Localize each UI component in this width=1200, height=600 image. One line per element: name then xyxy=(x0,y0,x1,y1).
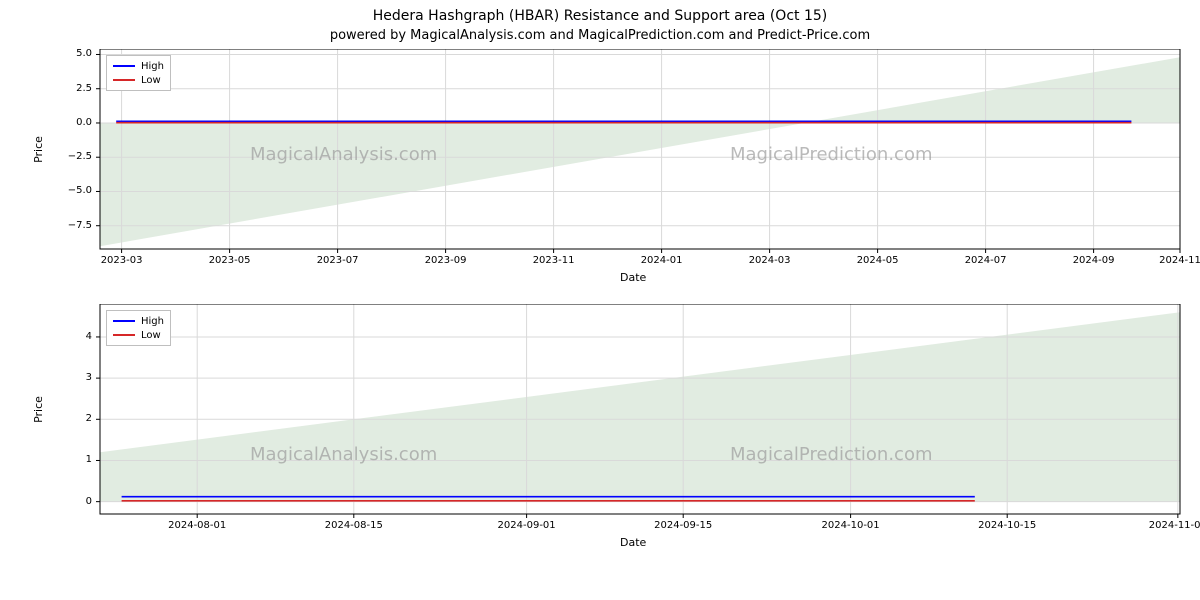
ytick-label: 5.0 xyxy=(52,48,92,59)
xtick-label: 2023-07 xyxy=(317,255,359,266)
legend-item-low: Low xyxy=(113,73,164,87)
legend-item-high: High xyxy=(113,314,164,328)
xtick-label: 2023-05 xyxy=(209,255,251,266)
ytick-label: −7.5 xyxy=(52,220,92,231)
ytick-label: 3 xyxy=(52,372,92,383)
ytick-label: 0 xyxy=(52,496,92,507)
xtick-label: 2023-11 xyxy=(533,255,575,266)
legend-label-low: Low xyxy=(141,330,161,341)
xtick-label: 2024-01 xyxy=(641,255,683,266)
xtick-label: 2024-10-01 xyxy=(822,520,880,531)
chart-panel-1: −7.5 −5.0 −2.5 0.0 2.5 5.0 2023-03 2023-05 2023-… xyxy=(10,49,1190,294)
xtick-label: 2024-07 xyxy=(965,255,1007,266)
xtick-label: 2024-09-01 xyxy=(498,520,556,531)
xtick-label: 2024-11 xyxy=(1159,255,1200,266)
y-axis-label: Price xyxy=(32,136,45,163)
xtick-label: 2023-09 xyxy=(425,255,467,266)
xtick-label: 2024-09-15 xyxy=(654,520,712,531)
xtick-label: 2024-03 xyxy=(749,255,791,266)
legend: High Low xyxy=(106,310,171,346)
legend-label-high: High xyxy=(141,316,164,327)
ytick-label: 0.0 xyxy=(52,117,92,128)
x-axis-label: Date xyxy=(620,536,646,549)
legend-swatch-high xyxy=(113,65,135,67)
legend: High Low xyxy=(106,55,171,91)
chart-panel-2: 0 1 2 3 4 2024-08-01 2024-08-15 2024-09-01 2024-… xyxy=(10,304,1190,559)
y-axis-label: Price xyxy=(32,396,45,423)
ytick-label: 2 xyxy=(52,413,92,424)
legend-swatch-high xyxy=(113,320,135,322)
legend-swatch-low xyxy=(113,79,135,81)
ytick-label: −5.0 xyxy=(52,185,92,196)
xtick-label: 2024-08-01 xyxy=(168,520,226,531)
ytick-label: 1 xyxy=(52,454,92,465)
ytick-label: 4 xyxy=(52,331,92,342)
xtick-label: 2024-05 xyxy=(857,255,899,266)
x-axis-label: Date xyxy=(620,271,646,284)
ytick-label: 2.5 xyxy=(52,83,92,94)
legend-item-high: High xyxy=(113,59,164,73)
legend-label-high: High xyxy=(141,61,164,72)
ytick-label: −2.5 xyxy=(52,151,92,162)
xtick-label: 2024-10-15 xyxy=(978,520,1036,531)
xtick-label: 2024-08-15 xyxy=(325,520,383,531)
legend-item-low: Low xyxy=(113,328,164,342)
legend-swatch-low xyxy=(113,334,135,336)
chart-title-sub: powered by MagicalAnalysis.com and Magic… xyxy=(0,24,1200,49)
xtick-label: 2023-03 xyxy=(101,255,143,266)
chart1-svg xyxy=(10,49,1190,294)
xtick-label: 2024-09 xyxy=(1073,255,1115,266)
legend-label-low: Low xyxy=(141,75,161,86)
xtick-label: 2024-11-01 xyxy=(1149,520,1200,531)
chart-title-main: Hedera Hashgraph (HBAR) Resistance and S… xyxy=(0,0,1200,24)
